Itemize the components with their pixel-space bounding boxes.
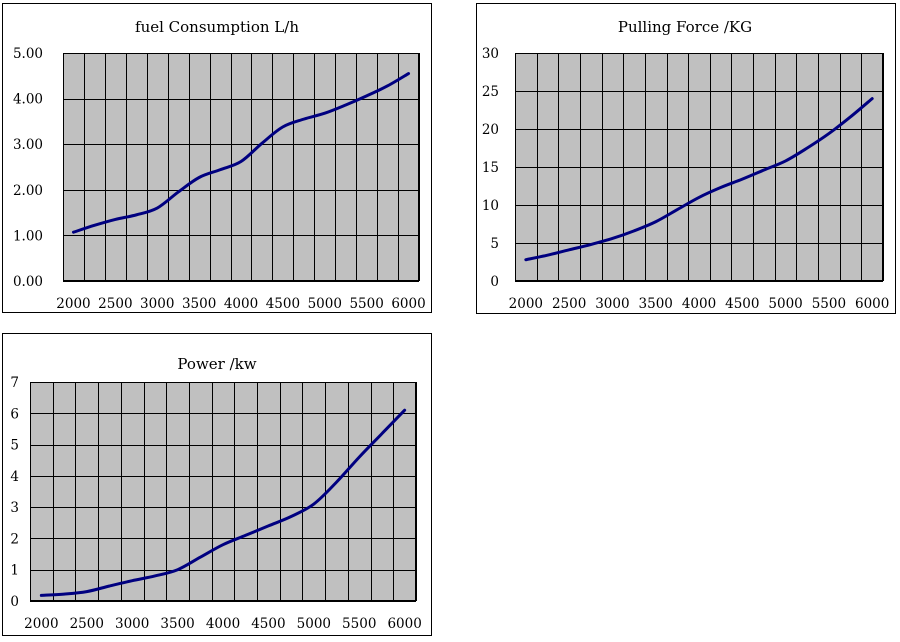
plot-border bbox=[30, 382, 416, 601]
y-tick-label: 10 bbox=[482, 198, 499, 214]
y-tick-label: 5.00 bbox=[13, 46, 43, 62]
fuel-consumption-chart: fuel Consumption L/h 0.00 1.00 2.00 3.00 4.0… bbox=[13, 18, 426, 312]
y-tick-label: 0 bbox=[10, 594, 19, 610]
chart-title: Pulling Force /KG bbox=[618, 18, 752, 36]
y-tick-label: 2.00 bbox=[13, 183, 43, 199]
x-tick-label: 3000 bbox=[140, 296, 174, 312]
chart-title: Power /kw bbox=[177, 355, 256, 373]
y-tick-label: 1 bbox=[10, 563, 19, 579]
x-tick-label: 3000 bbox=[115, 616, 149, 632]
y-tick-label: 5 bbox=[490, 236, 499, 252]
y-tick-label: 3 bbox=[10, 500, 19, 516]
y-tick-label: 4.00 bbox=[13, 92, 43, 108]
x-tick-label: 6000 bbox=[855, 296, 889, 312]
x-tick-label: 5500 bbox=[349, 296, 383, 312]
pulling-force-chart: Pulling Force /KG 0 5 10 15 20 25 30 2000 2500 30… bbox=[482, 18, 890, 312]
x-tick-label: 4000 bbox=[206, 616, 240, 632]
x-tick-label: 4500 bbox=[266, 296, 300, 312]
x-tick-label: 2500 bbox=[70, 616, 104, 632]
y-tick-label: 0 bbox=[490, 274, 499, 290]
y-tick-label: 4 bbox=[10, 469, 19, 485]
y-tick-label: 3.00 bbox=[13, 137, 43, 153]
x-tick-label: 2500 bbox=[98, 296, 132, 312]
y-tick-label: 5 bbox=[10, 438, 19, 454]
x-tick-label: 3500 bbox=[182, 296, 216, 312]
x-tick-label: 6000 bbox=[387, 616, 421, 632]
x-tick-label: 5000 bbox=[768, 296, 802, 312]
plot-border bbox=[63, 53, 419, 281]
pulling-force-chart-panel: Pulling Force /KG 0 5 10 15 20 25 30 2000 2500 30… bbox=[476, 3, 896, 314]
x-tick-label: 3500 bbox=[639, 296, 673, 312]
fuel-consumption-chart-panel: fuel Consumption L/h 0.00 1.00 2.00 3.00 4.0… bbox=[2, 3, 432, 313]
x-tick-label: 5500 bbox=[812, 296, 846, 312]
x-tick-label: 2000 bbox=[56, 296, 90, 312]
x-tick-label: 2000 bbox=[24, 616, 58, 632]
plot-border bbox=[515, 53, 883, 281]
x-tick-label: 4000 bbox=[224, 296, 258, 312]
series-line bbox=[524, 97, 874, 262]
x-tick-label: 5000 bbox=[297, 616, 331, 632]
series-line bbox=[39, 408, 407, 597]
y-tick-label: 15 bbox=[482, 160, 499, 176]
x-tick-label: 3000 bbox=[595, 296, 629, 312]
plot-area bbox=[63, 53, 419, 281]
y-tick-label: 6 bbox=[10, 406, 19, 422]
y-tick-label: 30 bbox=[482, 46, 499, 62]
x-tick-label: 5000 bbox=[308, 296, 342, 312]
x-tick-label: 6000 bbox=[391, 296, 425, 312]
y-tick-label: 20 bbox=[482, 122, 499, 138]
x-tick-label: 5500 bbox=[342, 616, 376, 632]
y-tick-label: 2 bbox=[10, 531, 19, 547]
x-tick-label: 4500 bbox=[251, 616, 285, 632]
y-tick-label: 0.00 bbox=[13, 274, 43, 290]
power-chart-panel: Power /kw 0 1 2 3 4 5 6 7 2000 2500 3000 3500 4000 45… bbox=[2, 333, 432, 636]
x-tick-label: 4500 bbox=[725, 296, 759, 312]
chart-title: fuel Consumption L/h bbox=[135, 18, 299, 36]
x-tick-label: 2500 bbox=[552, 296, 586, 312]
plot-area bbox=[30, 382, 416, 601]
x-tick-label: 2000 bbox=[509, 296, 543, 312]
x-tick-label: 4000 bbox=[682, 296, 716, 312]
y-tick-label: 7 bbox=[10, 375, 19, 391]
x-tick-label: 3500 bbox=[160, 616, 194, 632]
series-line bbox=[71, 72, 411, 234]
y-tick-label: 25 bbox=[482, 84, 499, 100]
power-chart: Power /kw 0 1 2 3 4 5 6 7 2000 2500 3000 3500 4000 45… bbox=[10, 355, 421, 632]
y-tick-label: 1.00 bbox=[13, 228, 43, 244]
